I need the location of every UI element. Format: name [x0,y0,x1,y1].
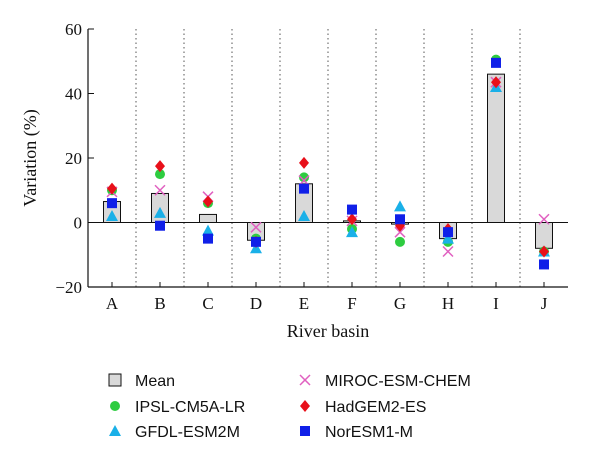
point-miroc-esm-chem-G-stroke [394,226,406,238]
y-axis-title: Variation (%) [20,109,41,206]
x-tick-label: C [202,294,213,313]
legend-label: NorESM1-M [325,424,413,441]
legend-label: GFDL-ESM2M [135,424,240,441]
x-tick-label: H [442,294,454,313]
legend-marker-noresm1-m [300,426,310,436]
y-tick-label: 60 [65,20,82,39]
point-hadgem2-es-F [347,213,357,226]
point-gfdl-esm2m-G [394,200,406,212]
plot-area [88,29,568,287]
point-miroc-esm-chem-D [250,221,262,233]
point-miroc-esm-chem-D-stroke [250,221,262,233]
x-tick-label: F [347,294,356,313]
x-tick-label: E [299,294,309,313]
legend-label: HadGEM2-ES [325,399,426,416]
x-tick-label: A [106,294,119,313]
legend-label: Mean [135,373,175,390]
point-miroc-esm-chem-H-stroke [442,245,454,258]
point-noresm1-m-C [203,233,213,244]
point-noresm1-m-E [299,183,309,194]
point-noresm1-m-D [251,236,261,247]
point-gfdl-esm2m-B [154,206,166,218]
legend-marker-mean [108,373,122,387]
legend-label: IPSL-CM5A-LR [135,399,245,416]
point-noresm1-m-J [539,259,549,270]
point-ipsl-cm5a-lr-G [395,236,405,247]
point-hadgem2-es-B [155,160,165,173]
point-ipsl-cm5a-lr-B [155,169,165,180]
legend-marker-gfdl-esm2m [109,425,121,436]
point-hadgem2-es-C [203,195,213,208]
point-miroc-esm-chem-B-stroke [154,184,166,196]
legend-marker-miroc-esm-chem [299,374,311,386]
x-tick-label: D [250,294,262,313]
point-miroc-esm-chem-J-stroke [538,213,550,225]
point-gfdl-esm2m-H [442,232,454,244]
point-gfdl-esm2m-C [202,224,214,236]
x-axis-title: River basin [287,321,370,341]
bar-mean-C [199,213,217,223]
point-gfdl-esm2m-A [106,210,118,222]
y-tick-label: 0 [74,214,83,233]
axes: −20 0 20 40 60 A B C D E F G H I J [55,20,568,313]
point-noresm1-m-H [443,227,453,238]
y-tick-label: −20 [55,278,82,297]
y-tick-label: 20 [65,149,82,168]
legend-marker-ipsl-cm5a-lr [110,401,120,411]
point-hadgem2-es-A [107,182,117,195]
point-noresm1-m-A [107,198,117,209]
point-noresm1-m-I [491,57,501,68]
x-tick-label: B [154,294,165,313]
point-gfdl-esm2m-F [346,226,358,238]
point-miroc-esm-chem-G [394,226,406,238]
point-hadgem2-es-I [491,76,501,89]
x-tick-label: G [394,294,406,313]
point-hadgem2-es-E [299,156,309,169]
bar-mean-J [535,222,553,249]
point-noresm1-m-G [395,214,405,225]
point-gfdl-esm2m-E [298,210,310,222]
bar-mean-I [487,73,505,224]
legend-label: MIROC-ESM-CHEM [325,373,471,390]
point-miroc-esm-chem-B [154,184,166,196]
legend: Mean MIROC-ESM-CHEM IPSL-CM5A-LR HadGEM2-ES… [108,373,471,441]
point-miroc-esm-chem-H [442,245,454,258]
point-hadgem2-es-J [539,245,549,258]
y-tick-label: 40 [65,85,82,104]
x-tick-label: I [493,294,499,313]
point-noresm1-m-F [347,204,357,215]
point-ipsl-cm5a-lr-E [299,172,309,183]
point-miroc-esm-chem-J [538,213,550,225]
point-noresm1-m-B [155,220,165,231]
legend-marker-miroc-esm-chem-stroke [299,374,311,386]
x-tick-label: J [541,294,548,313]
legend-marker-hadgem2-es [300,400,310,412]
